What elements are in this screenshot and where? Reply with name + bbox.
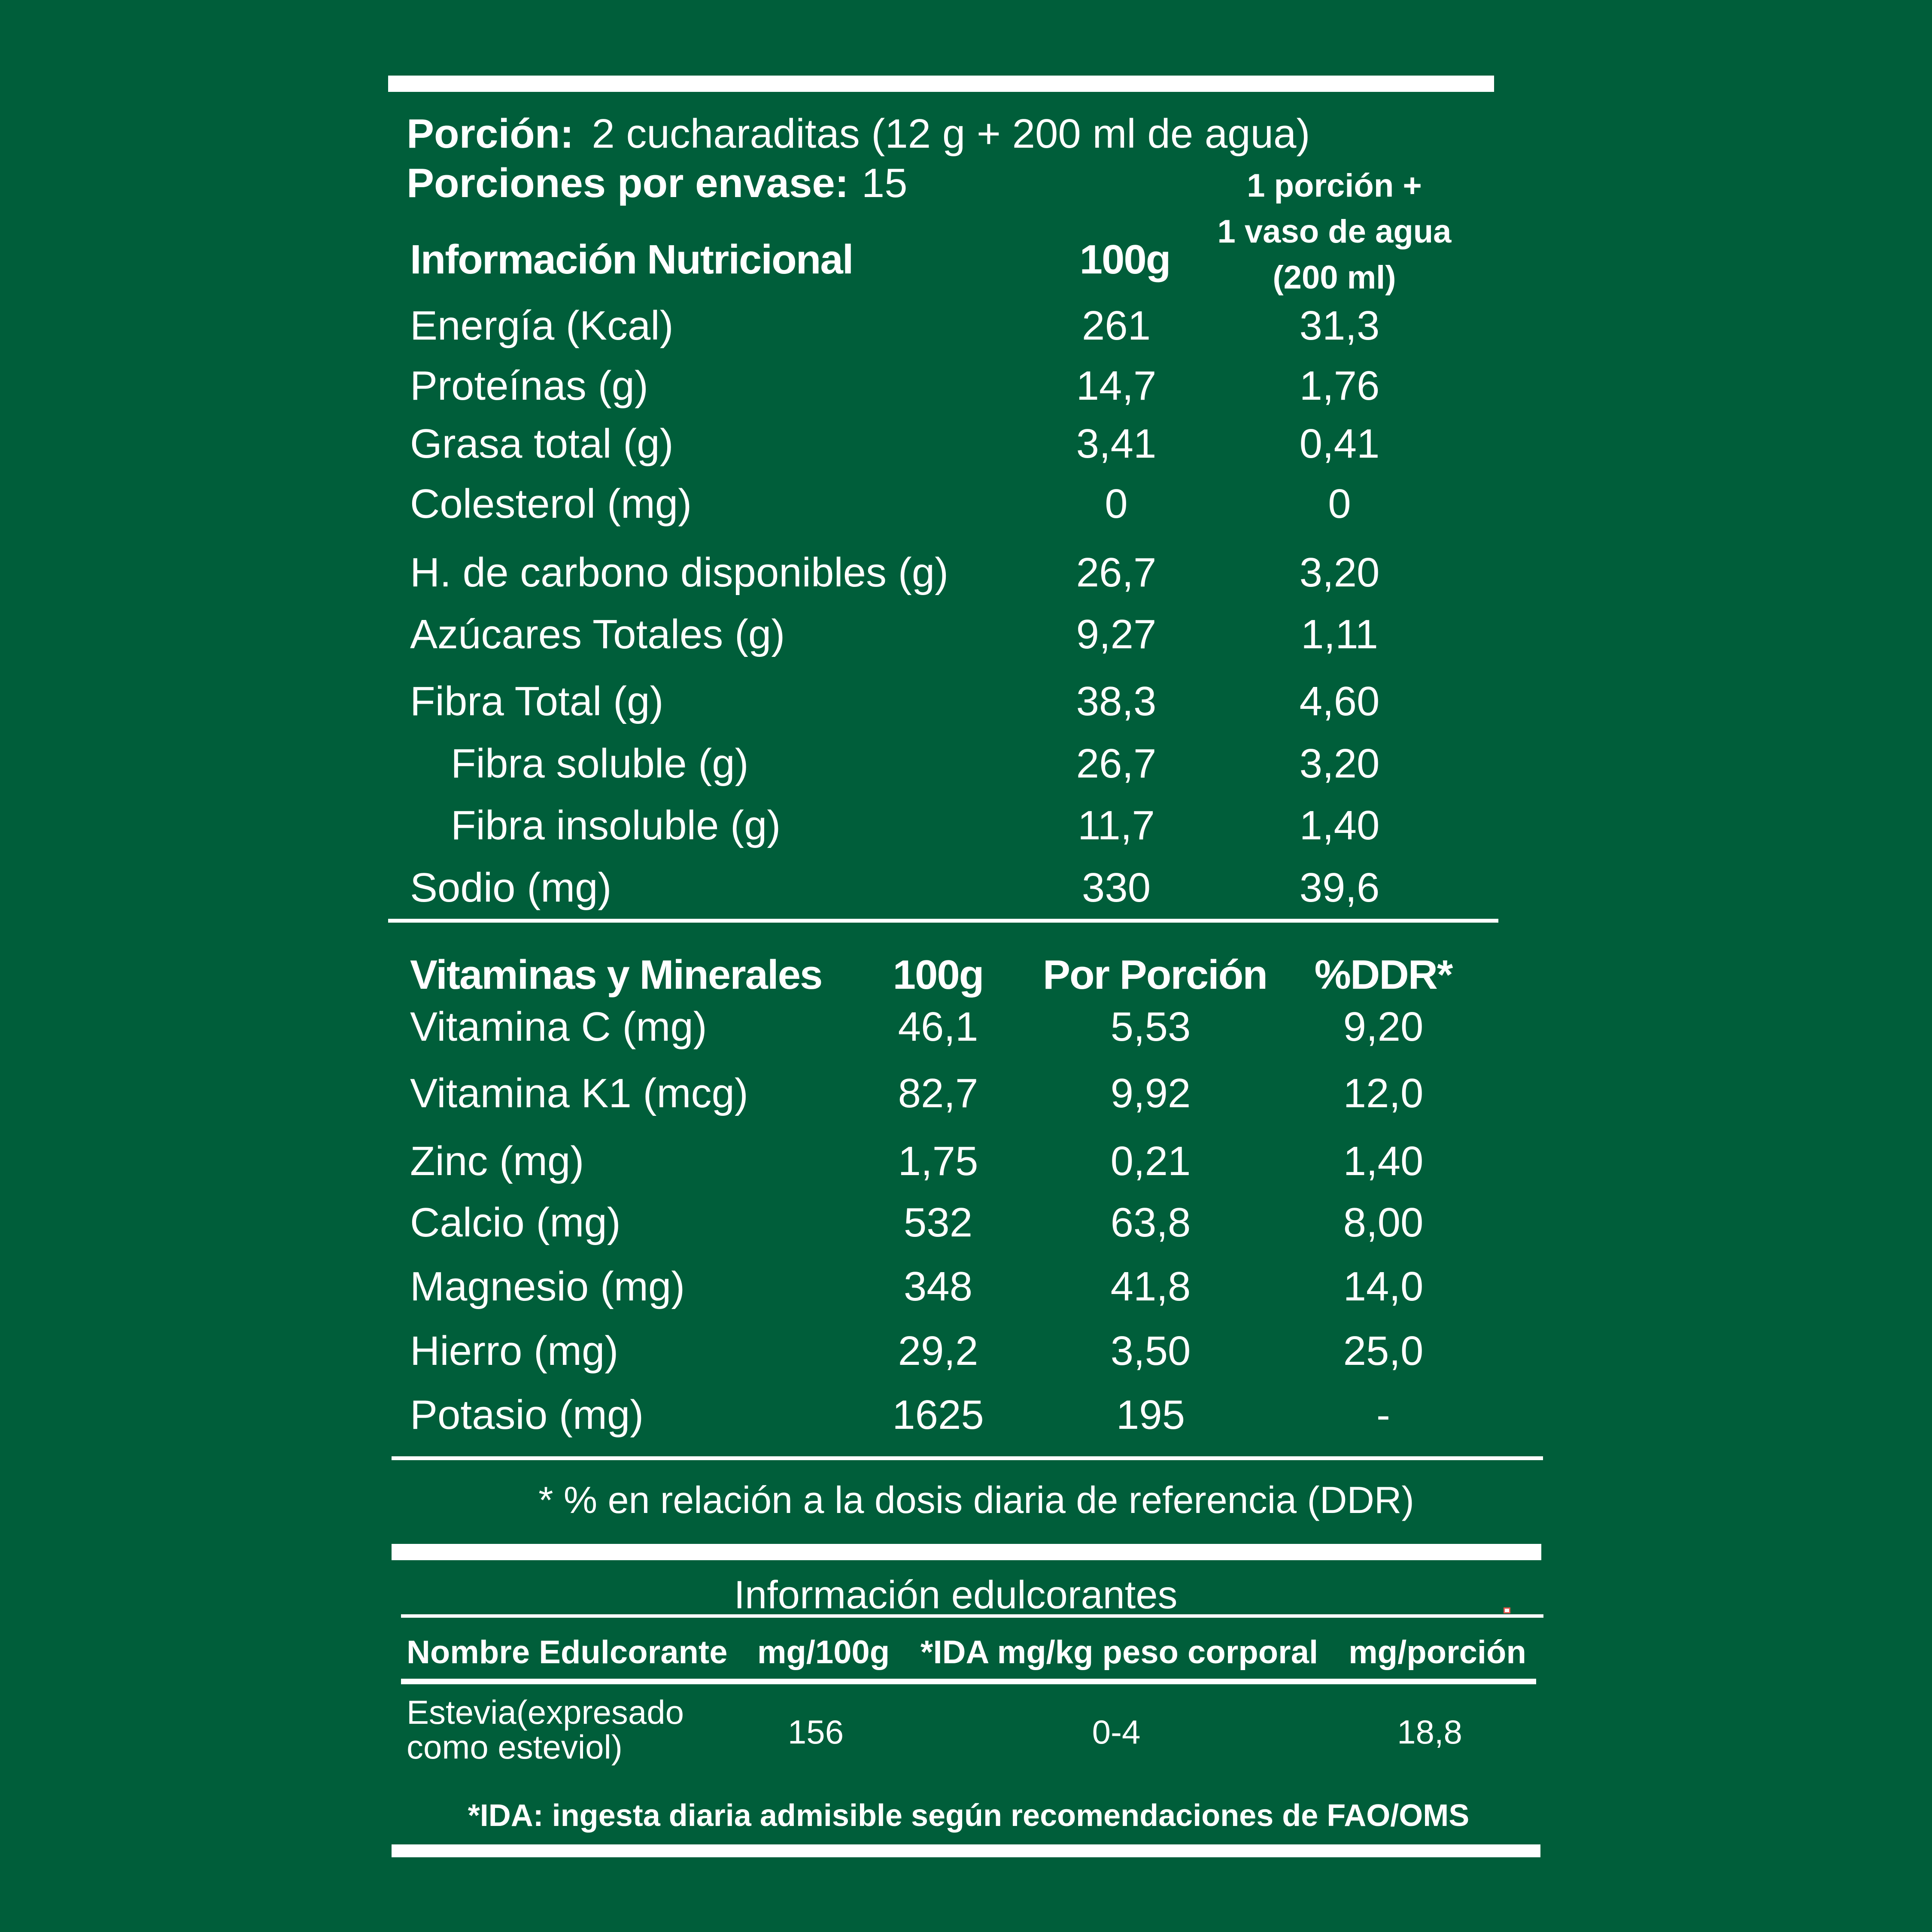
row-label: Vitamina C (mg) [410, 1004, 707, 1050]
row-label: Colesterol (mg) [410, 481, 692, 527]
bottom-divider-bar [392, 1844, 1540, 1857]
row-label: Potasio (mg) [410, 1392, 644, 1438]
portion-line: Porción: 2 cucharaditas (12 g + 200 ml de… [407, 112, 1310, 155]
top-divider-bar [388, 76, 1494, 92]
row-value-100g: 82,7 [898, 1070, 978, 1116]
row-value-portion: 195 [1116, 1392, 1185, 1438]
row-label: H. de carbono disponibles (g) [410, 550, 949, 595]
row-label: Fibra insoluble (g) [451, 802, 781, 848]
sweeteners-divider-bar [392, 1544, 1541, 1560]
portion-column-header-line3: (200 ml) [1273, 259, 1396, 296]
portion-value: 2 cucharaditas (12 g + 200 ml de agua) [592, 111, 1310, 157]
row-value-portion: 0 [1328, 481, 1351, 527]
ida-footnote: *IDA: ingesta diaria admisible según rec… [468, 1798, 1470, 1833]
portion-column-header: 1 porción + 1 vaso de agua (200 ml) [1163, 163, 1506, 301]
row-value-100g: 46,1 [898, 1004, 978, 1050]
sweeteners-title-rule [401, 1614, 1543, 1618]
main-table-rule [388, 919, 1498, 923]
sweetener-name-line2: como esteviol) [407, 1728, 623, 1766]
row-value-100g: 38,3 [1076, 678, 1157, 724]
row-value-portion: 4,60 [1299, 678, 1380, 724]
vitamins-table-rule [392, 1456, 1543, 1460]
row-value-portion: 0,21 [1110, 1138, 1191, 1184]
row-value-100g: 348 [903, 1264, 973, 1309]
row-value-100g: 14,7 [1076, 363, 1157, 409]
row-label: Hierro (mg) [410, 1328, 619, 1374]
sweetener-ida: 0-4 [1092, 1713, 1141, 1751]
row-value-ddr: 9,20 [1343, 1004, 1424, 1050]
row-value-100g: 261 [1081, 303, 1151, 349]
row-value-ddr: 25,0 [1343, 1328, 1424, 1374]
row-value-100g: 330 [1081, 865, 1151, 911]
sweeteners-col-ida: *IDA mg/kg peso corporal [920, 1634, 1318, 1671]
row-value-ddr: 12,0 [1343, 1070, 1424, 1116]
row-label: Azúcares Totales (g) [410, 611, 785, 657]
sweetener-mg100g: 156 [787, 1713, 844, 1751]
row-label: Fibra soluble (g) [451, 741, 749, 787]
sweeteners-title: Información edulcorantes [734, 1573, 1178, 1617]
row-value-portion: 3,20 [1299, 741, 1380, 787]
row-label: Energía (Kcal) [410, 303, 674, 349]
sweetener-mgportion: 18,8 [1397, 1713, 1462, 1751]
main-table-col-100g: 100g [1079, 237, 1171, 283]
vitamins-table-title: Vitaminas y Minerales [410, 952, 823, 998]
row-value-100g: 26,7 [1076, 550, 1157, 595]
row-value-portion: 41,8 [1110, 1264, 1191, 1309]
row-value-portion: 5,53 [1110, 1004, 1191, 1050]
row-value-portion: 3,50 [1110, 1328, 1191, 1374]
row-value-100g: 532 [903, 1200, 973, 1245]
servings-line: Porciones por envase: 15 [407, 162, 907, 205]
row-value-100g: 0 [1105, 481, 1128, 527]
row-value-100g: 29,2 [898, 1328, 978, 1374]
row-label: Fibra Total (g) [410, 678, 664, 724]
row-value-portion: 0,41 [1299, 421, 1380, 467]
row-value-portion: 1,76 [1299, 363, 1380, 409]
row-value-portion: 31,3 [1299, 303, 1380, 349]
vitamins-col-100g: 100g [893, 952, 984, 998]
row-value-ddr: - [1376, 1392, 1390, 1438]
row-value-100g: 9,27 [1076, 611, 1157, 657]
row-value-100g: 11,7 [1078, 802, 1155, 848]
row-label: Sodio (mg) [410, 865, 612, 911]
servings-label: Porciones por envase: [407, 160, 849, 206]
ddr-footnote: * % en relación a la dosis diaria de ref… [538, 1479, 1414, 1521]
row-label: Grasa total (g) [410, 421, 674, 467]
row-value-ddr: 14,0 [1343, 1264, 1424, 1309]
row-label: Vitamina K1 (mcg) [410, 1070, 748, 1116]
sweeteners-col-name: Nombre Edulcorante [407, 1634, 728, 1671]
row-value-portion: 3,20 [1299, 550, 1380, 595]
row-value-portion: 1,40 [1299, 802, 1380, 848]
row-label: Calcio (mg) [410, 1200, 621, 1245]
sweetener-name-line1: Estevia(expresado [407, 1693, 684, 1731]
vitamins-col-portion: Por Porción [1042, 952, 1268, 998]
sweeteners-col-mg100g: mg/100g [757, 1634, 890, 1671]
row-label: Magnesio (mg) [410, 1264, 685, 1309]
portion-label: Porción: [407, 111, 574, 157]
sweeteners-header-rule [401, 1679, 1536, 1684]
row-label: Proteínas (g) [410, 363, 648, 409]
sweeteners-col-mgportion: mg/porción [1349, 1634, 1526, 1671]
row-label: Zinc (mg) [410, 1138, 584, 1184]
row-value-100g: 1625 [892, 1392, 984, 1438]
row-value-100g: 1,75 [898, 1138, 978, 1184]
row-value-100g: 26,7 [1076, 741, 1157, 787]
row-value-ddr: 1,40 [1343, 1138, 1424, 1184]
row-value-portion: 39,6 [1299, 865, 1380, 911]
vitamins-col-ddr: %DDR* [1314, 952, 1453, 998]
servings-value: 15 [861, 160, 908, 206]
portion-column-header-line1: 1 porción + [1247, 167, 1422, 204]
print-artifact-dot [1504, 1607, 1510, 1613]
row-value-100g: 3,41 [1076, 421, 1157, 467]
portion-column-header-line2: 1 vaso de agua [1217, 213, 1452, 250]
main-table-title: Información Nutricional [410, 237, 854, 283]
row-value-portion: 63,8 [1110, 1200, 1191, 1245]
row-value-ddr: 8,00 [1343, 1200, 1424, 1245]
row-value-portion: 1,11 [1301, 611, 1378, 657]
row-value-portion: 9,92 [1110, 1070, 1191, 1116]
